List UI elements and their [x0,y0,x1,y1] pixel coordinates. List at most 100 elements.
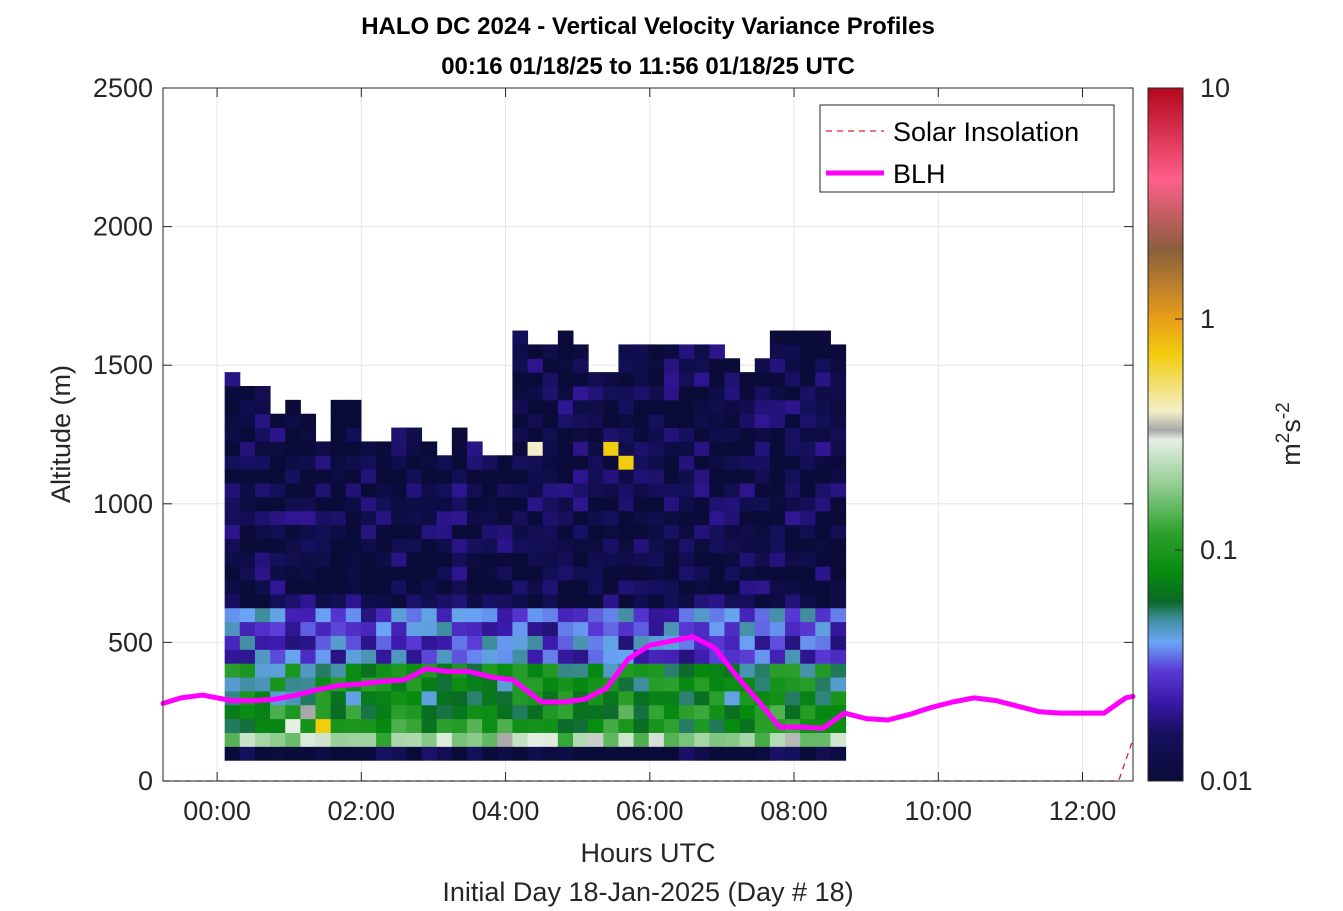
heatmap-cell [360,718,377,733]
heatmap-cell [254,621,271,636]
heatmap-cell [239,593,256,609]
heatmap-cell [497,552,513,567]
heatmap-cell [512,483,529,498]
heatmap-cell [679,399,695,415]
heatmap-cell [360,607,377,623]
heatmap-cell [815,469,831,484]
y-tick-label: 1000 [93,489,153,519]
heatmap-cell [285,427,301,442]
heatmap-cell [542,552,559,567]
heatmap-cell [512,469,529,484]
heatmap-cell [270,607,286,623]
heatmap-cell [300,732,317,747]
heatmap-cell [648,718,665,733]
heatmap-cell [815,635,831,650]
heatmap-cell [648,663,665,678]
heatmap-cell [300,607,317,623]
heatmap-cell [466,732,483,747]
heatmap-cell [709,524,725,539]
heatmap-cell [512,344,529,359]
heatmap-cell [724,538,741,553]
heatmap-cell [603,607,619,623]
heatmap-cell [254,427,271,442]
heatmap-cell [739,441,756,456]
heatmap-cell [497,635,513,650]
heatmap-cell [270,593,286,609]
heatmap-cell [330,524,347,539]
heatmap-cell [769,399,786,415]
heatmap-cell [391,746,407,761]
heatmap-cell [330,690,347,706]
heatmap-cell [785,704,801,720]
heatmap-cell [800,635,816,650]
heatmap-cell [754,399,771,415]
heatmap-cell [391,704,407,720]
heatmap-cell [663,441,680,456]
heatmap-cell [709,469,725,484]
heatmap-cell [557,732,574,747]
heatmap-cell [724,580,741,595]
heatmap-cell [451,510,468,526]
heatmap-cell [815,427,831,442]
heatmap-cell [724,524,741,539]
heatmap-cell [557,566,574,581]
heatmap-cell [648,524,665,539]
heatmap-cell [830,344,847,359]
heatmap-cell [254,399,271,415]
heatmap-cell [785,358,801,373]
heatmap-cell [254,607,271,623]
heatmap-cell [497,483,513,498]
heatmap-cell [663,524,680,539]
heatmap-cell [391,524,407,539]
heatmap-cell [451,635,468,650]
heatmap-cell [557,593,574,609]
colorbar-frame [1147,87,1184,782]
heatmap-cell [466,635,483,650]
heatmap-cell [360,483,377,498]
heatmap-cell [557,413,574,429]
heatmap-cell [451,607,468,623]
heatmap-cell [603,372,619,387]
heatmap-cell [663,372,680,387]
heatmap-cell [572,593,589,609]
heatmap-cell [497,566,513,581]
heatmap-cell [557,455,574,470]
heatmap-cell [497,538,513,553]
heatmap-cell [512,607,529,623]
heatmap-cell [421,677,438,692]
heatmap-cell [800,580,816,595]
heatmap-cell [330,427,347,442]
heatmap-cell [618,427,635,442]
heatmap-cell [618,344,635,359]
heatmap-cell [512,385,529,401]
heatmap-cell [633,746,650,761]
heatmap-cell [270,677,286,692]
heatmap-cell [618,718,635,733]
x-axis-ticks: 00:00 02:00 04:00 06:00 08:00 10:00 12:00 [183,88,1116,826]
heatmap-cell [376,663,392,678]
heatmap-cell [618,690,635,706]
heatmap-cell [330,552,347,567]
heatmap-cell [360,746,377,761]
heatmap-cell [254,566,271,581]
heatmap-cell [785,469,801,484]
heatmap-cell [739,621,756,636]
heatmap-cell [800,330,816,345]
heatmap-cell [345,441,362,456]
heatmap-cell [815,510,831,526]
heatmap-cell [603,732,619,747]
heatmap-cell [785,483,801,498]
heatmap-cell [315,746,332,761]
heatmap-cell [224,704,241,720]
colorbar-tick-label: 0.01 [1200,766,1253,796]
heatmap-cell [815,524,831,539]
heatmap-cell [436,469,453,484]
heatmap-cell [482,704,498,720]
heatmap-cell [557,427,574,442]
heatmap-cell [315,441,332,456]
heatmap-cell [694,566,710,581]
heatmap-cell [285,593,301,609]
heatmap-cell [497,690,513,706]
heatmap-cell [694,427,710,442]
